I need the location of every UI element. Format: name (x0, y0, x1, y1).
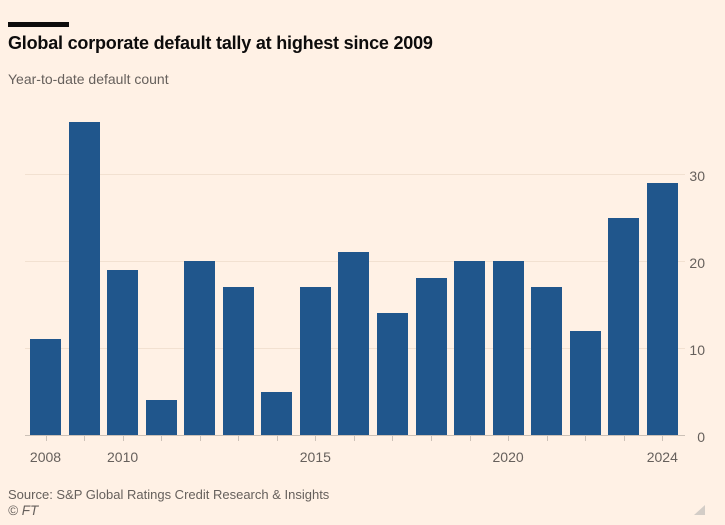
bar-2020 (492, 261, 524, 435)
x-tick-2018 (431, 435, 432, 441)
source-text: Source: S&P Global Ratings Credit Resear… (8, 487, 330, 502)
x-tick-2012 (199, 435, 201, 441)
chart-subtitle: Year-to-date default count (8, 71, 169, 87)
title-tick-mark (8, 22, 69, 27)
gridline-0 (25, 434, 685, 436)
x-tick-2019 (469, 435, 471, 441)
bar-2012 (184, 261, 216, 435)
x-tick-2010 (122, 435, 124, 441)
x-axis-label-2024: 2024 (646, 449, 678, 465)
x-axis-label-2010: 2010 (107, 449, 139, 465)
gridline-30 (25, 173, 685, 175)
x-tick-2015 (315, 435, 317, 441)
x-axis-label-2020: 2020 (492, 449, 524, 465)
x-tick-2016 (353, 435, 355, 441)
x-tick-2013 (238, 435, 240, 441)
bar-2018 (415, 278, 447, 435)
bar-2023 (608, 217, 640, 435)
y-axis-label-10: 10 (689, 342, 705, 358)
x-tick-2022 (585, 435, 587, 441)
bar-2009 (68, 121, 100, 435)
y-axis-label-30: 30 (689, 168, 705, 184)
x-tick-2014 (276, 435, 278, 441)
y-axis-label-0: 0 (697, 429, 705, 445)
bar-2013 (222, 287, 254, 435)
chart-title: Global corporate default tally at highes… (8, 33, 433, 53)
bar-2022 (569, 330, 601, 435)
x-axis-label-2008: 2008 (29, 449, 62, 465)
x-tick-2008 (45, 435, 47, 441)
x-tick-2023 (623, 435, 625, 441)
bar-2016 (338, 252, 370, 435)
bar-2015 (299, 287, 331, 435)
resize-grip-icon (694, 505, 705, 515)
bar-2014 (261, 391, 293, 435)
ft-credit: © FT (8, 503, 39, 518)
x-tick-2021 (546, 435, 548, 441)
bar-2019 (454, 261, 486, 435)
bar-2011 (145, 400, 177, 435)
x-tick-2009 (84, 435, 86, 441)
bar-2024 (646, 182, 678, 435)
x-tick-2011 (161, 435, 163, 441)
x-tick-2024 (662, 435, 664, 441)
bar-2021 (531, 287, 563, 435)
bar-2010 (107, 269, 139, 435)
x-tick-2020 (508, 435, 510, 441)
y-axis-label-20: 20 (689, 255, 705, 271)
x-axis-label-2015: 2015 (299, 449, 331, 465)
x-tick-2017 (392, 435, 394, 441)
bar-2017 (376, 313, 408, 435)
bar-2008 (30, 339, 61, 435)
